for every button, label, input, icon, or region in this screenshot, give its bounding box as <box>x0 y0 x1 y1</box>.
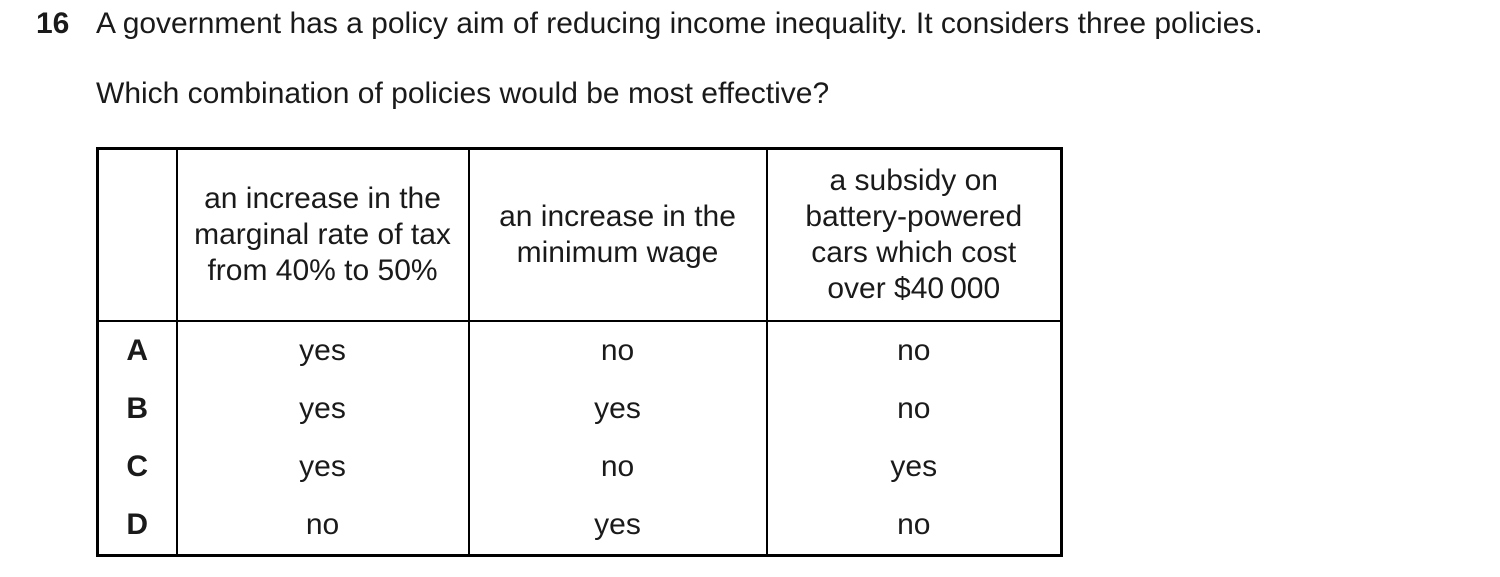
option-row-c: C yes no yes <box>96 438 1063 496</box>
option-row-a: A yes no no <box>96 321 1063 380</box>
policy-options-table: an increase in the marginal rate of tax … <box>96 147 1063 557</box>
option-letter-d: D <box>96 496 178 556</box>
column-header-minimum-wage: an increase in the minimum wage <box>467 147 768 322</box>
option-c-car-subsidy-value: yes <box>765 438 1063 496</box>
corner-cell <box>96 147 178 322</box>
option-row-d: D no yes no <box>96 496 1063 556</box>
column-header-marginal-tax: an increase in the marginal rate of tax … <box>175 147 470 322</box>
option-d-car-subsidy-value: no <box>765 496 1063 556</box>
option-c-minimum-wage-value: no <box>467 438 768 496</box>
option-b-marginal-tax-value: yes <box>175 380 470 438</box>
option-letter-b: B <box>96 380 178 438</box>
option-a-car-subsidy-value: no <box>765 321 1063 380</box>
column-header-car-subsidy: a subsidy on battery-powered cars which … <box>765 147 1063 322</box>
option-a-marginal-tax-value: yes <box>175 321 470 380</box>
option-row-b: B yes yes no <box>96 380 1063 438</box>
question-number: 16 <box>36 7 70 40</box>
option-d-marginal-tax-value: no <box>175 496 470 556</box>
table-header-row: an increase in the marginal rate of tax … <box>96 147 1063 322</box>
option-b-car-subsidy-value: no <box>765 380 1063 438</box>
option-letter-a: A <box>96 321 178 380</box>
question-prompt: Which combination of policies would be m… <box>96 77 830 110</box>
question-stem: A government has a policy aim of reducin… <box>96 7 1263 40</box>
option-letter-c: C <box>96 438 178 496</box>
option-a-minimum-wage-value: no <box>467 321 768 380</box>
option-d-minimum-wage-value: yes <box>467 496 768 556</box>
option-b-minimum-wage-value: yes <box>467 380 768 438</box>
option-c-marginal-tax-value: yes <box>175 438 470 496</box>
